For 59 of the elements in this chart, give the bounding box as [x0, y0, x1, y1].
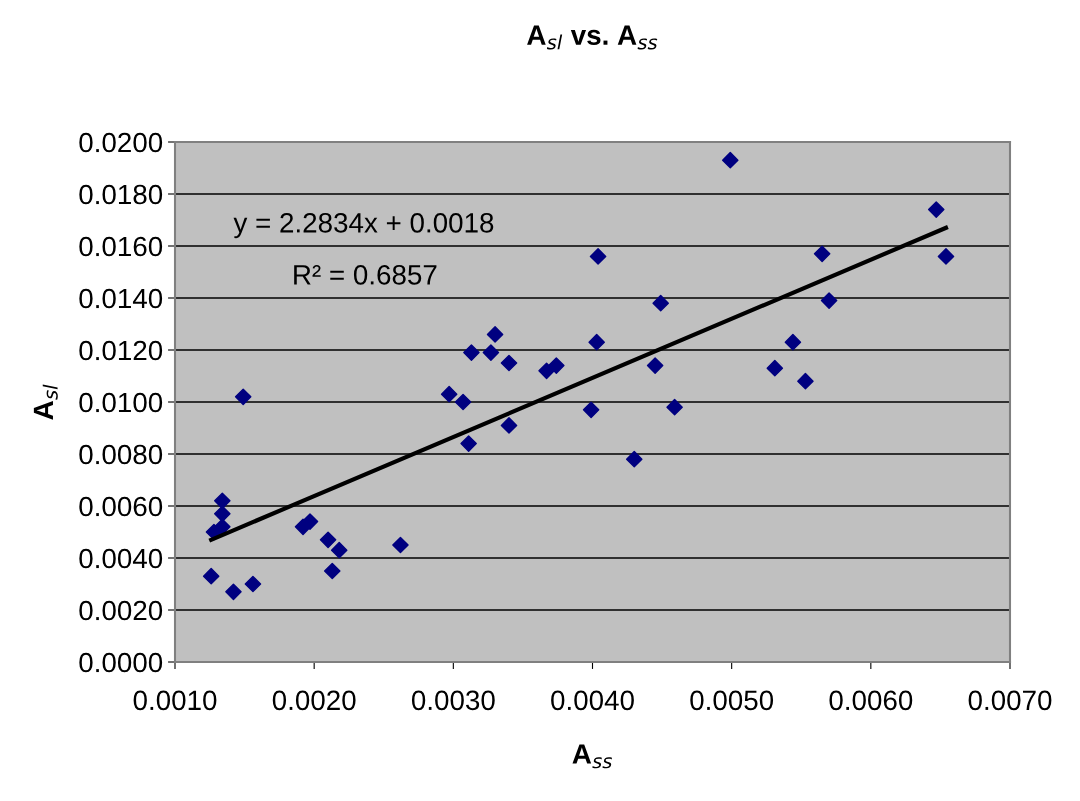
point: [646, 357, 664, 374]
point: [548, 357, 565, 374]
point: [666, 398, 683, 416]
annotation: R² = 0.6857: [294, 264, 437, 285]
y-tick-label: 0.0160: [79, 236, 163, 257]
point: [500, 417, 518, 434]
point: [330, 541, 348, 559]
y-tick-label: 0.0020: [79, 600, 163, 621]
y-tick-label: 0.0200: [79, 132, 163, 153]
y-tick-label: 0.0080: [79, 444, 163, 465]
point: [214, 492, 231, 510]
point: [234, 388, 252, 406]
y-tick-label: 0.0100: [79, 392, 163, 413]
point: [813, 245, 831, 263]
x-axis-title: A$_{ss}$: [572, 744, 612, 769]
point: [721, 151, 739, 169]
y-tick-label: 0.0140: [79, 288, 163, 309]
y-tick-label: 0.0000: [79, 652, 163, 673]
point: [797, 372, 814, 390]
point: [937, 248, 955, 265]
x-tick-label: 0.0050: [690, 690, 774, 711]
point: [202, 567, 220, 585]
point: [589, 248, 607, 265]
point: [588, 333, 605, 351]
y-tick-label: 0.0040: [79, 548, 163, 569]
point: [214, 518, 231, 536]
x-tick-label: 0.0040: [551, 690, 634, 711]
point: [440, 385, 458, 403]
y-axis-title: A$_{sl}$: [33, 384, 58, 420]
point: [927, 201, 945, 218]
x-tick-label: 0.0020: [272, 690, 356, 711]
point: [652, 294, 669, 312]
point: [784, 333, 802, 351]
chart-title: A$_{sl}$ vs. A$_{ss}$: [527, 25, 658, 50]
point: [244, 575, 262, 593]
y-tick-label: 0.0060: [79, 496, 163, 517]
x-tick-label: 0.0030: [411, 690, 495, 711]
x-tick-label: 0.0010: [133, 690, 217, 711]
point: [214, 505, 231, 523]
point: [820, 292, 838, 309]
point: [582, 401, 600, 419]
x-tick-label: 0.0060: [829, 690, 913, 711]
point: [460, 435, 477, 452]
point: [225, 583, 242, 601]
point: [482, 344, 500, 361]
x-tick-label: 0.0070: [968, 690, 1052, 711]
point: [625, 450, 643, 468]
point: [319, 531, 337, 549]
point: [323, 562, 341, 580]
point: [392, 536, 409, 554]
annotation: y = 2.2834x + 0.0018: [233, 212, 494, 239]
point: [463, 344, 480, 361]
y-tick-label: 0.0180: [79, 184, 163, 205]
point: [766, 359, 784, 377]
point: [500, 354, 518, 372]
point: [454, 393, 472, 411]
point: [486, 326, 504, 343]
point: [538, 362, 555, 380]
y-tick-label: 0.0120: [79, 340, 163, 361]
